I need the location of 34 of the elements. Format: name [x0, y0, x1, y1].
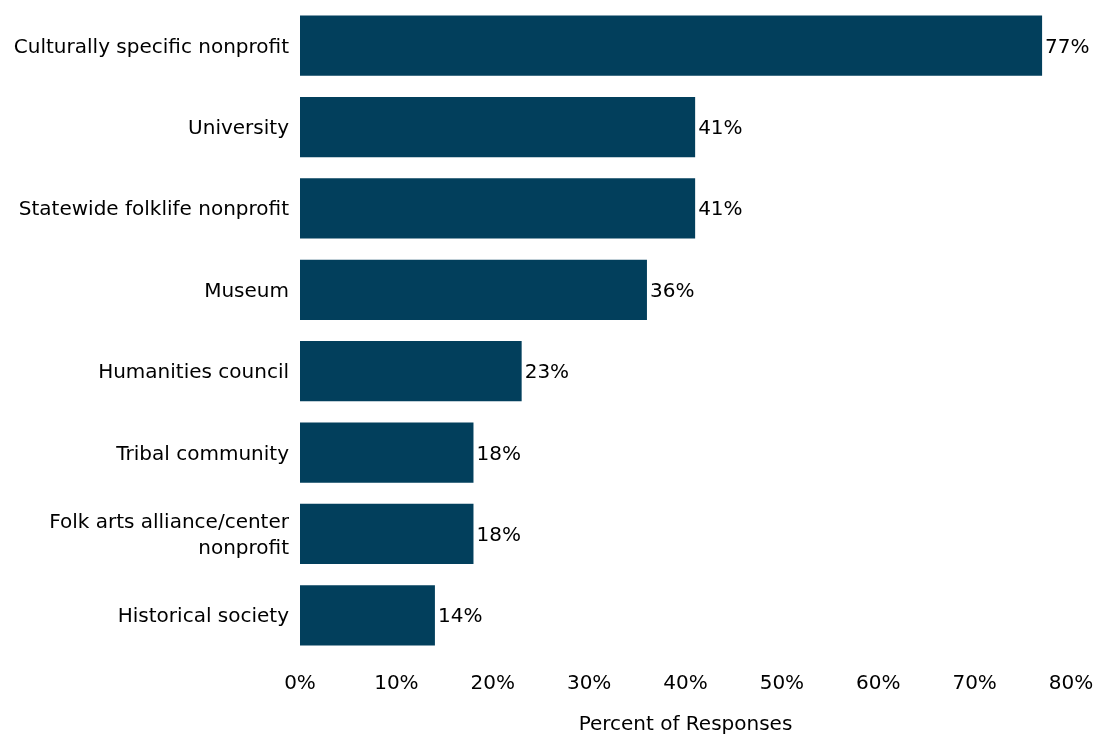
- data-label: 41%: [698, 115, 743, 140]
- y-tick-label: Humanities council: [98, 359, 289, 384]
- y-tick-label: Folk arts alliance/center nonprofit: [49, 508, 290, 559]
- data-label: 18%: [476, 521, 521, 546]
- x-axis-title: Percent of Responses: [578, 710, 793, 735]
- bar: [300, 341, 522, 402]
- x-tick-label: 60%: [856, 670, 901, 694]
- bar: [300, 503, 474, 565]
- bar: [300, 259, 647, 320]
- bar: [300, 96, 696, 158]
- y-tick-label: University: [188, 115, 290, 140]
- bar: [300, 422, 474, 483]
- y-tick-label: Museum: [204, 277, 289, 302]
- bar: [300, 585, 435, 646]
- x-tick-label: 0%: [284, 670, 316, 694]
- y-tick-label: Historical society: [117, 603, 290, 628]
- x-tick-label: 70%: [952, 670, 997, 694]
- bar: [300, 178, 696, 239]
- data-label: 41%: [698, 196, 743, 221]
- x-tick-label: 80%: [1048, 670, 1094, 694]
- x-tick-label: 50%: [759, 670, 805, 694]
- y-tick-label: Tribal community: [115, 440, 290, 465]
- data-label: 23%: [524, 359, 570, 384]
- x-tick-label: 10%: [374, 670, 419, 694]
- x-tick-label: 20%: [470, 670, 515, 694]
- data-label: 36%: [649, 277, 695, 302]
- bar: [300, 15, 1043, 76]
- y-tick-label: Statewide folklife nonprofit: [18, 196, 290, 221]
- data-label: 18%: [476, 440, 521, 465]
- x-tick-label: 40%: [663, 670, 708, 694]
- data-label: 77%: [1045, 33, 1090, 58]
- data-label: 14%: [437, 603, 483, 628]
- y-tick-label: Culturally specific nonprofit: [13, 33, 290, 58]
- x-tick-label: 30%: [566, 670, 612, 694]
